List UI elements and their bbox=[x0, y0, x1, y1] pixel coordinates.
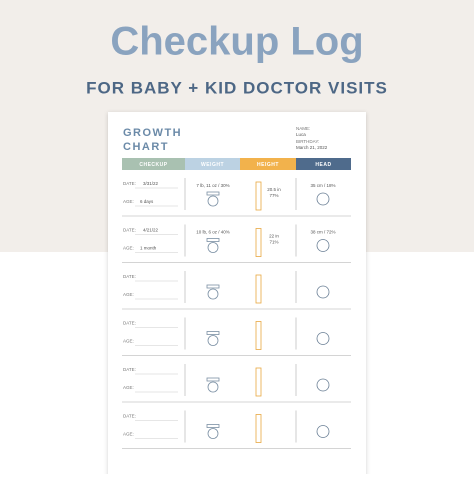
ruler-icon bbox=[255, 181, 262, 211]
head: 35 cm / 18% bbox=[310, 183, 335, 188]
height: 20.5 in bbox=[267, 187, 281, 192]
name: Luca bbox=[296, 132, 306, 137]
scale-icon bbox=[207, 195, 219, 207]
head: 38 cm / 72% bbox=[310, 230, 335, 235]
scale-icon-base bbox=[206, 191, 220, 196]
head-icon bbox=[316, 192, 330, 206]
subtitle: FOR BABY + KID DOCTOR VISITS bbox=[86, 78, 388, 97]
birthday-label: BIRTHDAY: bbox=[296, 139, 319, 144]
age: 6 days bbox=[140, 199, 154, 204]
age-label: AGE: bbox=[123, 292, 134, 297]
height-percentile: 77% bbox=[269, 193, 278, 198]
sheet bbox=[108, 112, 366, 479]
date-label: DATE: bbox=[123, 228, 136, 233]
scale-icon bbox=[207, 381, 219, 393]
ruler-icon bbox=[255, 367, 262, 397]
weight: 10 lb, 6 oz / 40% bbox=[196, 230, 230, 235]
height-percentile: 71% bbox=[269, 240, 278, 245]
scale-icon bbox=[207, 288, 219, 300]
head-icon bbox=[316, 285, 330, 299]
scale-icon-base bbox=[206, 284, 220, 289]
date-label: DATE: bbox=[123, 367, 136, 372]
title: Checkup Log bbox=[110, 20, 363, 64]
column-header: CHECKUP bbox=[139, 162, 167, 168]
age-label: AGE: bbox=[123, 385, 134, 390]
column-header-bg bbox=[296, 158, 351, 170]
head-icon bbox=[316, 378, 330, 392]
ruler-icon bbox=[255, 414, 262, 443]
scale-icon-base bbox=[206, 238, 220, 242]
age-label: AGE: bbox=[123, 339, 134, 344]
name-label: NAME: bbox=[296, 126, 310, 131]
date: 3/31/22 bbox=[143, 181, 159, 186]
column-header: WEIGHT bbox=[201, 162, 224, 168]
age-label: AGE: bbox=[123, 246, 134, 251]
head-icon bbox=[316, 332, 330, 345]
scale-icon-base bbox=[206, 331, 220, 335]
weight: 7 lb, 11 oz / 30% bbox=[196, 183, 229, 188]
scale-icon-base bbox=[206, 377, 220, 382]
age: 1 month bbox=[140, 246, 157, 251]
scale-icon bbox=[207, 335, 219, 346]
date-label: DATE: bbox=[123, 181, 136, 186]
ruler-icon bbox=[255, 274, 262, 304]
ruler-icon bbox=[255, 228, 262, 257]
head-icon bbox=[316, 425, 330, 438]
date-label: DATE: bbox=[123, 414, 136, 419]
sheet-title: CHART bbox=[123, 141, 169, 153]
scale-icon bbox=[207, 242, 219, 253]
sheet-title: GROWTH bbox=[123, 127, 182, 139]
date-label: DATE: bbox=[123, 321, 136, 326]
column-header-bg bbox=[185, 158, 240, 170]
age-label: AGE: bbox=[123, 432, 134, 437]
column-header-bg bbox=[122, 158, 185, 170]
column-header: HEAD bbox=[315, 162, 331, 168]
age-label: AGE: bbox=[123, 199, 134, 204]
date: 4/21/22 bbox=[143, 228, 159, 233]
scale-icon bbox=[207, 428, 219, 439]
head-icon bbox=[316, 239, 330, 252]
column-header: HEIGHT bbox=[257, 162, 279, 168]
column-header-bg bbox=[240, 158, 296, 170]
ruler-icon bbox=[255, 321, 262, 350]
date-label: DATE: bbox=[123, 274, 136, 279]
table: CHECKUP WEIGHT HEIGHT HEAD DATE: 3/31/22 AGE: 6… bbox=[122, 158, 351, 449]
height: 22 in bbox=[269, 234, 279, 239]
scale-icon-base bbox=[206, 424, 220, 428]
birthday: March 21, 2022 bbox=[296, 145, 328, 150]
